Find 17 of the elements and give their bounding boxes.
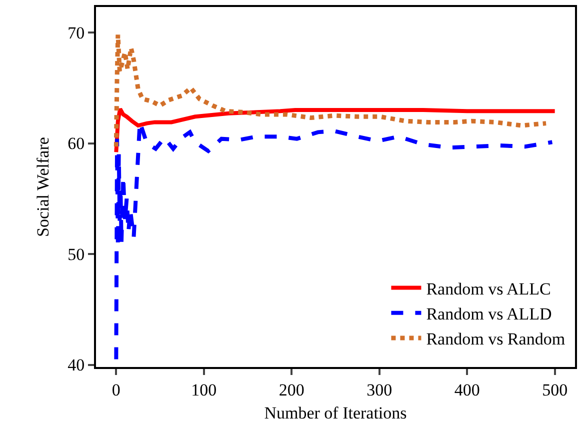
y-tick-label: 40 bbox=[68, 356, 85, 375]
x-tick-label: 100 bbox=[191, 380, 217, 400]
legend-label: Random vs ALLC bbox=[426, 279, 551, 298]
x-tick-label: 300 bbox=[366, 380, 392, 400]
y-tick-label: 70 bbox=[68, 23, 85, 42]
x-tick-label: 500 bbox=[542, 380, 568, 400]
x-axis-title: Number of Iterations bbox=[264, 403, 407, 422]
x-tick-label: 400 bbox=[454, 380, 480, 400]
legend-label: Random vs Random bbox=[426, 330, 566, 349]
y-tick-label: 50 bbox=[68, 244, 85, 264]
y-tick-label: 60 bbox=[68, 134, 85, 154]
x-tick-label: 200 bbox=[278, 380, 304, 400]
line-series bbox=[114, 106, 557, 154]
line-series bbox=[114, 32, 548, 149]
legend-label: Random vs ALLD bbox=[426, 304, 552, 324]
y-axis-title: Social Welfare bbox=[34, 137, 53, 237]
x-tick-label: 0 bbox=[112, 380, 120, 400]
